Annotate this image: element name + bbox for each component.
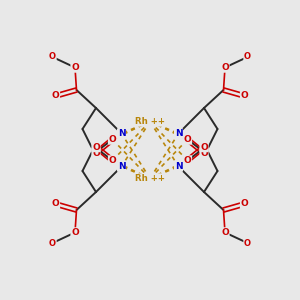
Text: O: O — [109, 135, 116, 144]
Text: O: O — [184, 156, 191, 165]
Text: Rh ++: Rh ++ — [135, 174, 165, 183]
Text: O: O — [221, 63, 229, 72]
Text: O: O — [221, 228, 229, 237]
Text: O: O — [109, 156, 116, 165]
Text: O: O — [200, 142, 208, 152]
Text: O: O — [49, 52, 56, 62]
Text: O: O — [52, 200, 59, 208]
Text: O: O — [244, 238, 251, 247]
Text: N: N — [175, 162, 182, 171]
Text: O: O — [241, 92, 248, 100]
Text: O: O — [52, 92, 59, 100]
Text: O: O — [92, 142, 100, 152]
Text: O: O — [184, 135, 191, 144]
Text: O: O — [49, 238, 56, 247]
Text: N: N — [118, 129, 125, 138]
Text: O: O — [71, 228, 79, 237]
Text: N: N — [118, 162, 125, 171]
Text: O: O — [71, 63, 79, 72]
Text: O: O — [200, 148, 208, 158]
Text: O: O — [92, 148, 100, 158]
Text: Rh ++: Rh ++ — [135, 117, 165, 126]
Text: O: O — [244, 52, 251, 62]
Text: N: N — [175, 129, 182, 138]
Text: O: O — [241, 200, 248, 208]
